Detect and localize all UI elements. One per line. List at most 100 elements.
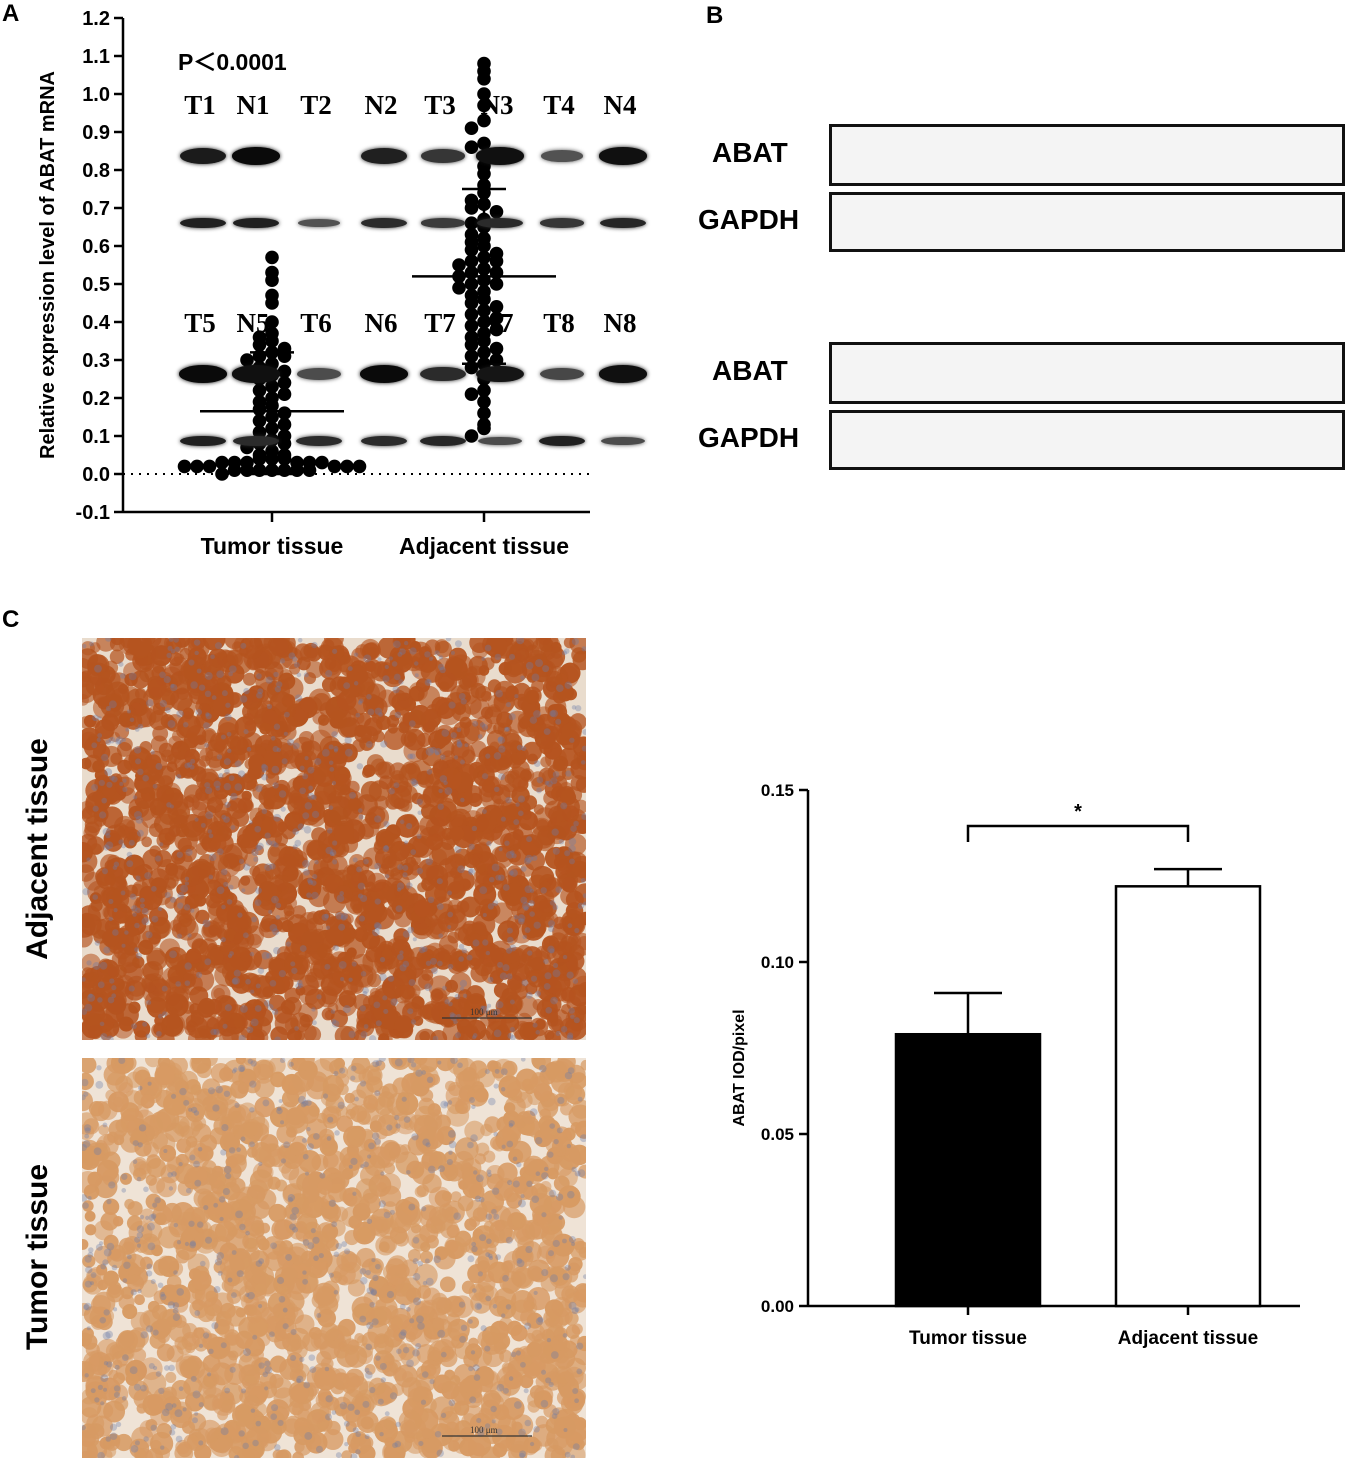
data-point [489, 205, 504, 219]
blot-strip-abat [179, 124, 1345, 186]
ihc-image-adjacent: 100 μm [82, 638, 586, 1040]
data-point [352, 459, 367, 474]
blot-band [297, 219, 341, 227]
panel-label-c: C [2, 606, 20, 633]
data-point [252, 414, 267, 428]
x-category-label: Adjacent tissue [399, 533, 569, 559]
x-category-label: Adjacent tissue [1118, 1328, 1258, 1349]
blot-band [476, 147, 524, 165]
data-point [452, 258, 466, 272]
x-category-label: Tumor tissue [909, 1328, 1027, 1349]
lane-label: N5 [236, 308, 270, 338]
blot-row-label-gapdh: GAPDH [698, 422, 800, 453]
y-tick-label: 0.5 [82, 274, 110, 296]
blot-band [540, 367, 584, 381]
blot-band [538, 435, 586, 447]
ihc-label-tumor: Tumor tissue [21, 1163, 54, 1351]
data-point [477, 167, 491, 181]
blot-band [179, 435, 227, 447]
scale-bar-label: 100 μm [470, 1425, 498, 1435]
lane-label: T3 [424, 90, 456, 120]
data-point [489, 341, 504, 356]
y-tick-label: 0.2 [82, 388, 110, 410]
data-point [265, 273, 279, 288]
data-point [489, 254, 504, 268]
data-point [464, 121, 479, 135]
data-point [202, 459, 217, 474]
data-point [265, 250, 279, 265]
blot-row-label-gapdh: GAPDH [698, 204, 800, 235]
blot-band [179, 365, 227, 383]
lane-label: T6 [300, 308, 332, 338]
data-point [265, 315, 279, 329]
significance-bracket [966, 824, 1190, 842]
y-tick-label: 0.05 [761, 1125, 794, 1144]
data-point [477, 136, 491, 151]
data-point [277, 436, 292, 451]
y-tick-label: 0.1 [82, 426, 110, 448]
blot-row-label-abat: ABAT [712, 355, 788, 386]
x-category-label: Tumor tissue [201, 533, 344, 559]
y-tick-label: 0.00 [761, 1297, 794, 1316]
scatter-chart-a: -0.1 0.0 0.1 0.2 0.3 0.4 0.5 0.6 0.7 0.8 0.9 1.0 1.1… [37, 8, 590, 559]
data-point [252, 425, 267, 440]
y-tick-label: 1.2 [82, 8, 110, 30]
data-point [477, 421, 491, 436]
scale-bar-label: 100 μm [470, 1007, 498, 1017]
data-point [252, 338, 267, 352]
data-point [464, 319, 479, 333]
data-point [477, 98, 491, 113]
blot-band [361, 435, 407, 447]
data-point [252, 383, 267, 398]
blot-band [420, 218, 466, 228]
data-point [340, 459, 354, 474]
blot-row-label-abat: ABAT [712, 137, 788, 168]
y-tick-label: -0.1 [76, 502, 110, 524]
data-point [252, 402, 267, 417]
blot-strip-gapdh [179, 192, 1345, 252]
y-tick-label: 0.15 [761, 781, 794, 800]
blot-band [600, 217, 646, 229]
data-point [177, 459, 192, 474]
lane-label: N7 [480, 308, 514, 338]
data-point [302, 463, 317, 478]
lane-label: N8 [603, 308, 637, 338]
blot-band [601, 436, 645, 446]
data-point [452, 281, 466, 295]
ihc-label-adjacent: Adjacent tissue [21, 738, 54, 960]
blot-band [233, 435, 279, 447]
data-point [327, 459, 342, 474]
blot-strip-gapdh [179, 410, 1345, 470]
y-tick-label: 0.7 [82, 198, 110, 220]
blot-band [539, 218, 585, 228]
blot-band [232, 147, 280, 165]
blot-band [179, 217, 227, 229]
western-blot-panel: T1 N1 T2 N2 T3 N3 T4 N4 ABAT GAPDH T5 N5 T6 N6 T7 N7 T8 N… [179, 80, 1347, 480]
data-point [277, 376, 292, 390]
data-point [277, 406, 292, 421]
data-point [464, 349, 479, 364]
data-point [489, 300, 504, 314]
data-point [464, 296, 479, 310]
data-point [240, 353, 254, 367]
blot-band [476, 365, 524, 383]
data-point [190, 459, 204, 474]
blot-band [477, 217, 523, 229]
data-point [464, 387, 479, 402]
y-tick-label: 1.0 [82, 84, 110, 106]
y-tick-label: 0.0 [82, 464, 110, 486]
data-point [215, 467, 229, 481]
data-point [477, 72, 491, 86]
y-tick-label: 0.3 [82, 350, 110, 372]
y-axis-label: ABAT IOD/pixel [731, 1009, 748, 1126]
blot-band [540, 150, 584, 162]
lane-label: N2 [364, 90, 398, 120]
blot-band [420, 366, 466, 382]
p-value-annotation: P＜0.0001 [178, 49, 287, 75]
data-point [464, 338, 479, 352]
data-point [227, 463, 242, 478]
blot-band [420, 149, 466, 163]
lane-label: T4 [543, 90, 575, 120]
panel-label-a: A [2, 0, 20, 27]
blot-band [361, 217, 407, 229]
